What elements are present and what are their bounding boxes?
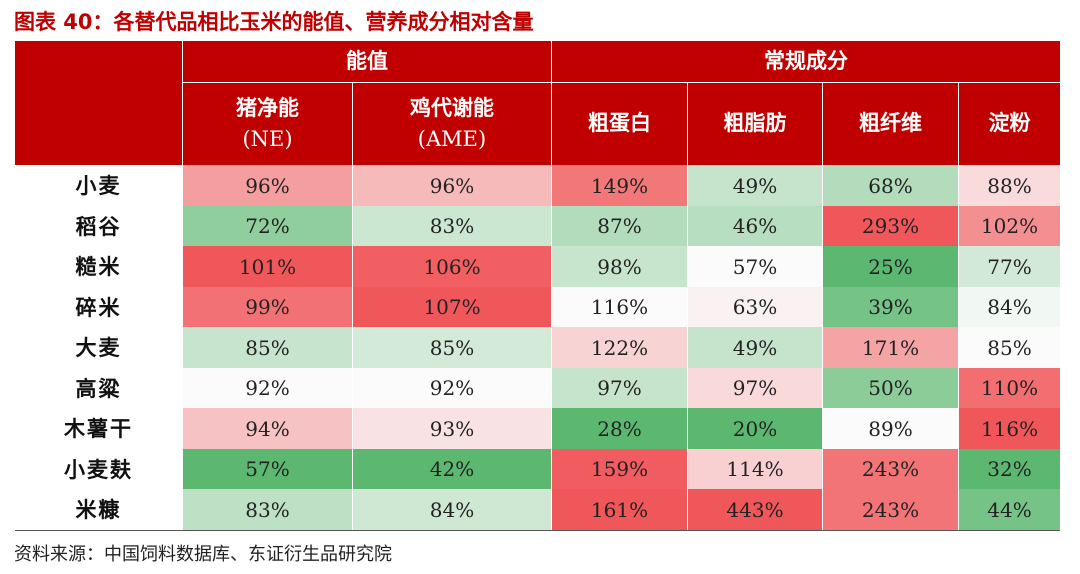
table-cell: 97%	[688, 367, 822, 409]
table-cell: 94%	[183, 408, 352, 449]
table-cell: 102%	[959, 205, 1060, 247]
table-cell: 84%	[353, 489, 551, 530]
table-cell: 49%	[688, 165, 822, 206]
group-header-nutrients: 常规成分	[552, 41, 1060, 82]
table-cell: 20%	[688, 408, 822, 449]
table-cell: 63%	[688, 286, 822, 328]
header-corner	[15, 41, 182, 165]
column-divider	[551, 165, 552, 530]
table-cell: 44%	[959, 489, 1060, 530]
table-cell: 57%	[183, 448, 352, 490]
table-cell: 49%	[688, 327, 822, 368]
row-label: 小麦麸	[64, 457, 133, 482]
column-header: 猪净能 (NE)	[183, 83, 352, 165]
group-header-energy: 能值	[183, 41, 551, 82]
table-cell: 85%	[353, 327, 551, 368]
column-header: 鸡代谢能 (AME)	[353, 83, 551, 165]
row-label: 木薯干	[64, 417, 133, 442]
table-cell: 122%	[552, 327, 687, 368]
table-cell: 99%	[183, 286, 352, 328]
divider	[551, 41, 552, 165]
table-cell: 50%	[823, 367, 958, 409]
row-label: 糙米	[75, 255, 122, 280]
divider	[182, 41, 183, 165]
column-divider	[352, 165, 353, 530]
table-cell: 84%	[959, 286, 1060, 328]
table-cell: 42%	[353, 448, 551, 490]
column-header: 粗脂肪	[688, 83, 822, 165]
table-cell: 443%	[688, 489, 822, 530]
table-cell: 159%	[552, 448, 687, 490]
table-cell: 114%	[688, 448, 822, 490]
table-cell: 171%	[823, 327, 958, 368]
table-cell: 149%	[552, 165, 687, 206]
table-cell: 110%	[959, 367, 1060, 409]
row-label: 米糠	[75, 498, 122, 523]
table-cell: 116%	[552, 286, 687, 328]
table-cell: 92%	[353, 367, 551, 409]
table-cell: 243%	[823, 489, 958, 530]
row-label: 小麦	[75, 174, 122, 199]
column-header-label: 猪净能	[236, 95, 299, 120]
table-cell: 85%	[183, 327, 352, 368]
table-cell: 87%	[552, 205, 687, 247]
column-header: 粗蛋白	[552, 83, 687, 165]
table-cell: 68%	[823, 165, 958, 206]
row-label: 大麦	[75, 336, 122, 361]
table-cell: 243%	[823, 448, 958, 490]
column-divider	[822, 165, 823, 530]
chart-title: 图表 40：各替代品相比玉米的能值、营养成分相对含量	[14, 10, 534, 34]
table-cell: 72%	[183, 205, 352, 247]
table-cell: 96%	[353, 165, 551, 206]
table-bottom-border	[15, 529, 1060, 531]
column-header: 粗纤维	[823, 83, 958, 165]
table-cell: 83%	[183, 489, 352, 530]
table-cell: 107%	[353, 286, 551, 328]
table-cell: 89%	[823, 408, 958, 449]
table-cell: 293%	[823, 205, 958, 247]
table-cell: 57%	[688, 246, 822, 287]
source-note: 资料来源：中国饲料数据库、东证衍生品研究院	[14, 544, 392, 565]
table-cell: 96%	[183, 165, 352, 206]
table-cell: 98%	[552, 246, 687, 287]
column-header: 淀粉	[959, 83, 1060, 165]
table-cell: 85%	[959, 327, 1060, 368]
column-divider	[687, 165, 688, 530]
table-cell: 92%	[183, 367, 352, 409]
column-header-unit: (NE)	[242, 127, 293, 151]
table-cell: 161%	[552, 489, 687, 530]
row-label: 高粱	[75, 376, 122, 401]
column-divider	[958, 165, 959, 530]
table-cell: 25%	[823, 246, 958, 287]
table-cell: 32%	[959, 448, 1060, 490]
table-cell: 39%	[823, 286, 958, 328]
table-cell: 106%	[353, 246, 551, 287]
table-cell: 101%	[183, 246, 352, 287]
column-header-unit: (AME)	[417, 127, 487, 151]
table-cell: 77%	[959, 246, 1060, 287]
table-cell: 88%	[959, 165, 1060, 206]
table-cell: 93%	[353, 408, 551, 449]
row-label: 碎米	[75, 295, 122, 320]
table-cell: 97%	[552, 367, 687, 409]
table-cell: 116%	[959, 408, 1060, 449]
table-cell: 83%	[353, 205, 551, 247]
column-header-label: 鸡代谢能	[410, 95, 494, 120]
table-cell: 28%	[552, 408, 687, 449]
table-cell: 46%	[688, 205, 822, 247]
row-label: 稻谷	[75, 214, 122, 239]
